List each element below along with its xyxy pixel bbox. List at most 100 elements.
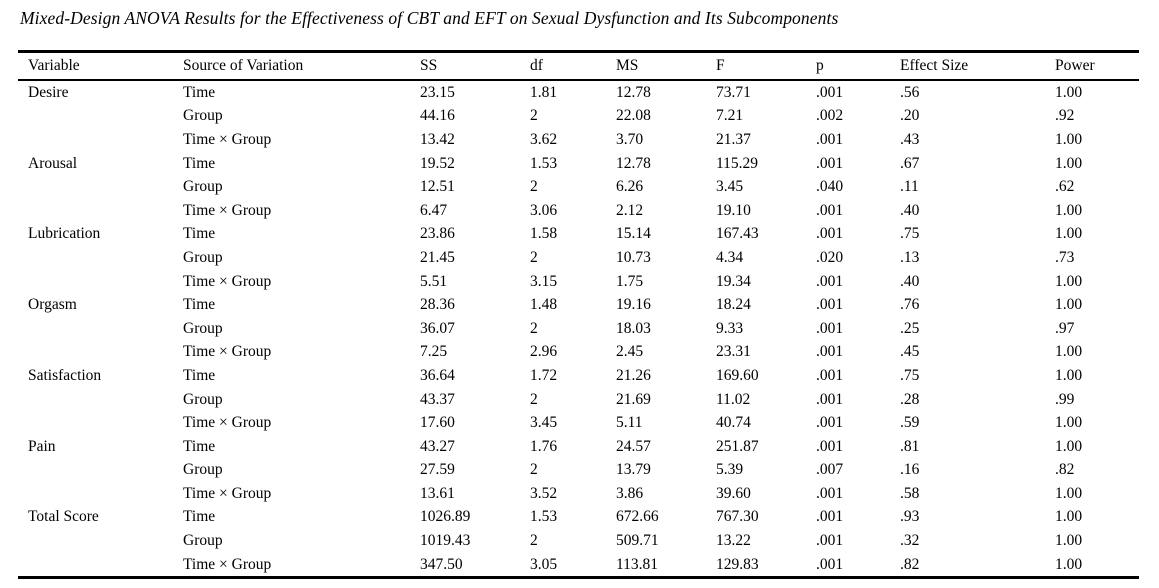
cell-ss: 23.86	[420, 225, 455, 243]
cell-source: Time	[183, 154, 216, 172]
cell-source: Group	[183, 461, 223, 479]
cell-f: 23.31	[716, 343, 751, 361]
cell-ss: 36.64	[420, 366, 455, 384]
cell-f: 767.30	[716, 508, 759, 526]
table-row: Time × Group 17.60 3.45 5.11 40.74 .001 .59 1.0…	[18, 411, 1139, 435]
cell-ss: 5.51	[420, 272, 448, 290]
cell-source: Group	[183, 319, 223, 337]
cell-variable: Arousal	[28, 154, 78, 172]
cell-p: .020	[816, 248, 844, 266]
cell-ms: 3.70	[616, 130, 644, 148]
cell-p: .001	[816, 319, 844, 337]
table-row: Group 44.16 2 22.08 7.21 .002 .20 .92	[18, 105, 1139, 129]
cell-f: 251.87	[716, 437, 759, 455]
cell-ms: 18.03	[616, 319, 651, 337]
cell-power: 1.00	[1055, 437, 1083, 455]
table-row: Time × Group 5.51 3.15 1.75 19.34 .001 .40 1.00	[18, 270, 1139, 294]
cell-p: .001	[816, 272, 844, 290]
table-row: Time × Group 13.42 3.62 3.70 21.37 .001 .43 1.0…	[18, 128, 1139, 152]
cell-variable	[18, 459, 183, 483]
table-row: Pain Time 43.27 1.76 24.57 251.87 .001 .81 1.00	[18, 435, 1139, 459]
cell-p: .001	[816, 508, 844, 526]
cell-variable	[18, 388, 183, 412]
cell-p: .001	[816, 414, 844, 432]
table-row: Group 12.51 2 6.26 3.45 .040 .11 .62	[18, 175, 1139, 199]
cell-source: Group	[183, 248, 223, 266]
cell-source: Time	[183, 225, 216, 243]
cell-f: 39.60	[716, 484, 751, 502]
cell-ms: 113.81	[616, 555, 659, 573]
cell-ss: 43.27	[420, 437, 455, 455]
cell-ss: 6.47	[420, 201, 448, 219]
cell-p: .001	[816, 154, 844, 172]
cell-ss: 44.16	[420, 107, 455, 125]
cell-ss: 13.42	[420, 130, 455, 148]
cell-effect-size: .93	[900, 508, 920, 526]
cell-source: Time × Group	[183, 343, 272, 361]
cell-effect-size: .40	[900, 272, 920, 290]
cell-variable	[18, 553, 183, 578]
cell-variable	[18, 128, 183, 152]
cell-p: .001	[816, 130, 844, 148]
cell-df: 3.45	[530, 414, 558, 432]
cell-ms: 22.08	[616, 107, 651, 125]
cell-ms: 21.69	[616, 390, 651, 408]
header-row: Variable Source of Variation SS df MS F …	[18, 51, 1139, 81]
cell-source: Time × Group	[183, 130, 272, 148]
cell-f: 11.02	[716, 390, 751, 408]
col-header-variable: Variable	[18, 51, 183, 81]
col-header-df: df	[530, 51, 616, 81]
cell-power: 1.00	[1055, 414, 1083, 432]
table-row: Time × Group 347.50 3.05 113.81 129.83 .001 .8…	[18, 553, 1139, 578]
cell-effect-size: .67	[900, 154, 920, 172]
cell-source: Time	[183, 437, 216, 455]
cell-ss: 21.45	[420, 248, 455, 266]
cell-variable	[18, 317, 183, 341]
cell-df: 2	[530, 532, 538, 550]
cell-p: .001	[816, 201, 844, 219]
cell-source: Group	[183, 107, 223, 125]
cell-p: .001	[816, 225, 844, 243]
cell-effect-size: .76	[900, 296, 920, 314]
cell-ms: 2.45	[616, 343, 644, 361]
cell-power: 1.00	[1055, 343, 1083, 361]
table-title: Mixed-Design ANOVA Results for the Effec…	[20, 8, 839, 28]
cell-power: .62	[1055, 178, 1075, 196]
cell-p: .001	[816, 555, 844, 573]
cell-ss: 19.52	[420, 154, 455, 172]
cell-effect-size: .43	[900, 130, 920, 148]
cell-variable	[18, 199, 183, 223]
table-row: Orgasm Time 28.36 1.48 19.16 18.24 .001 .76 1.00	[18, 293, 1139, 317]
cell-effect-size: .28	[900, 390, 920, 408]
cell-df: 1.53	[530, 508, 558, 526]
cell-effect-size: .13	[900, 248, 920, 266]
cell-power: .97	[1055, 319, 1075, 337]
cell-f: 5.39	[716, 461, 744, 479]
cell-ss: 1026.89	[420, 508, 471, 526]
cell-power: 1.00	[1055, 508, 1083, 526]
cell-variable: Satisfaction	[28, 366, 102, 384]
cell-effect-size: .81	[900, 437, 920, 455]
cell-ms: 5.11	[616, 414, 643, 432]
cell-ss: 43.37	[420, 390, 455, 408]
cell-df: 2	[530, 178, 538, 196]
cell-f: 21.37	[716, 130, 751, 148]
col-header-effect-size: Effect Size	[900, 51, 1055, 81]
cell-power: 1.00	[1055, 130, 1083, 148]
cell-f: 40.74	[716, 414, 751, 432]
cell-ms: 21.26	[616, 366, 651, 384]
cell-power: 1.00	[1055, 154, 1083, 172]
table-row: Time × Group 7.25 2.96 2.45 23.31 .001 .45 1.00	[18, 341, 1139, 365]
cell-f: 18.24	[716, 296, 751, 314]
cell-df: 1.72	[530, 366, 558, 384]
cell-df: 2	[530, 461, 538, 479]
cell-df: 2	[530, 390, 538, 408]
cell-f: 73.71	[716, 83, 751, 101]
cell-p: .001	[816, 390, 844, 408]
table-row: Time × Group 6.47 3.06 2.12 19.10 .001 .40 1.00	[18, 199, 1139, 223]
cell-p: .001	[816, 366, 844, 384]
cell-effect-size: .45	[900, 343, 920, 361]
cell-f: 169.60	[716, 366, 759, 384]
table-row: Total Score Time 1026.89 1.53 672.66 767.30 .0…	[18, 506, 1139, 530]
cell-f: 129.83	[716, 555, 759, 573]
